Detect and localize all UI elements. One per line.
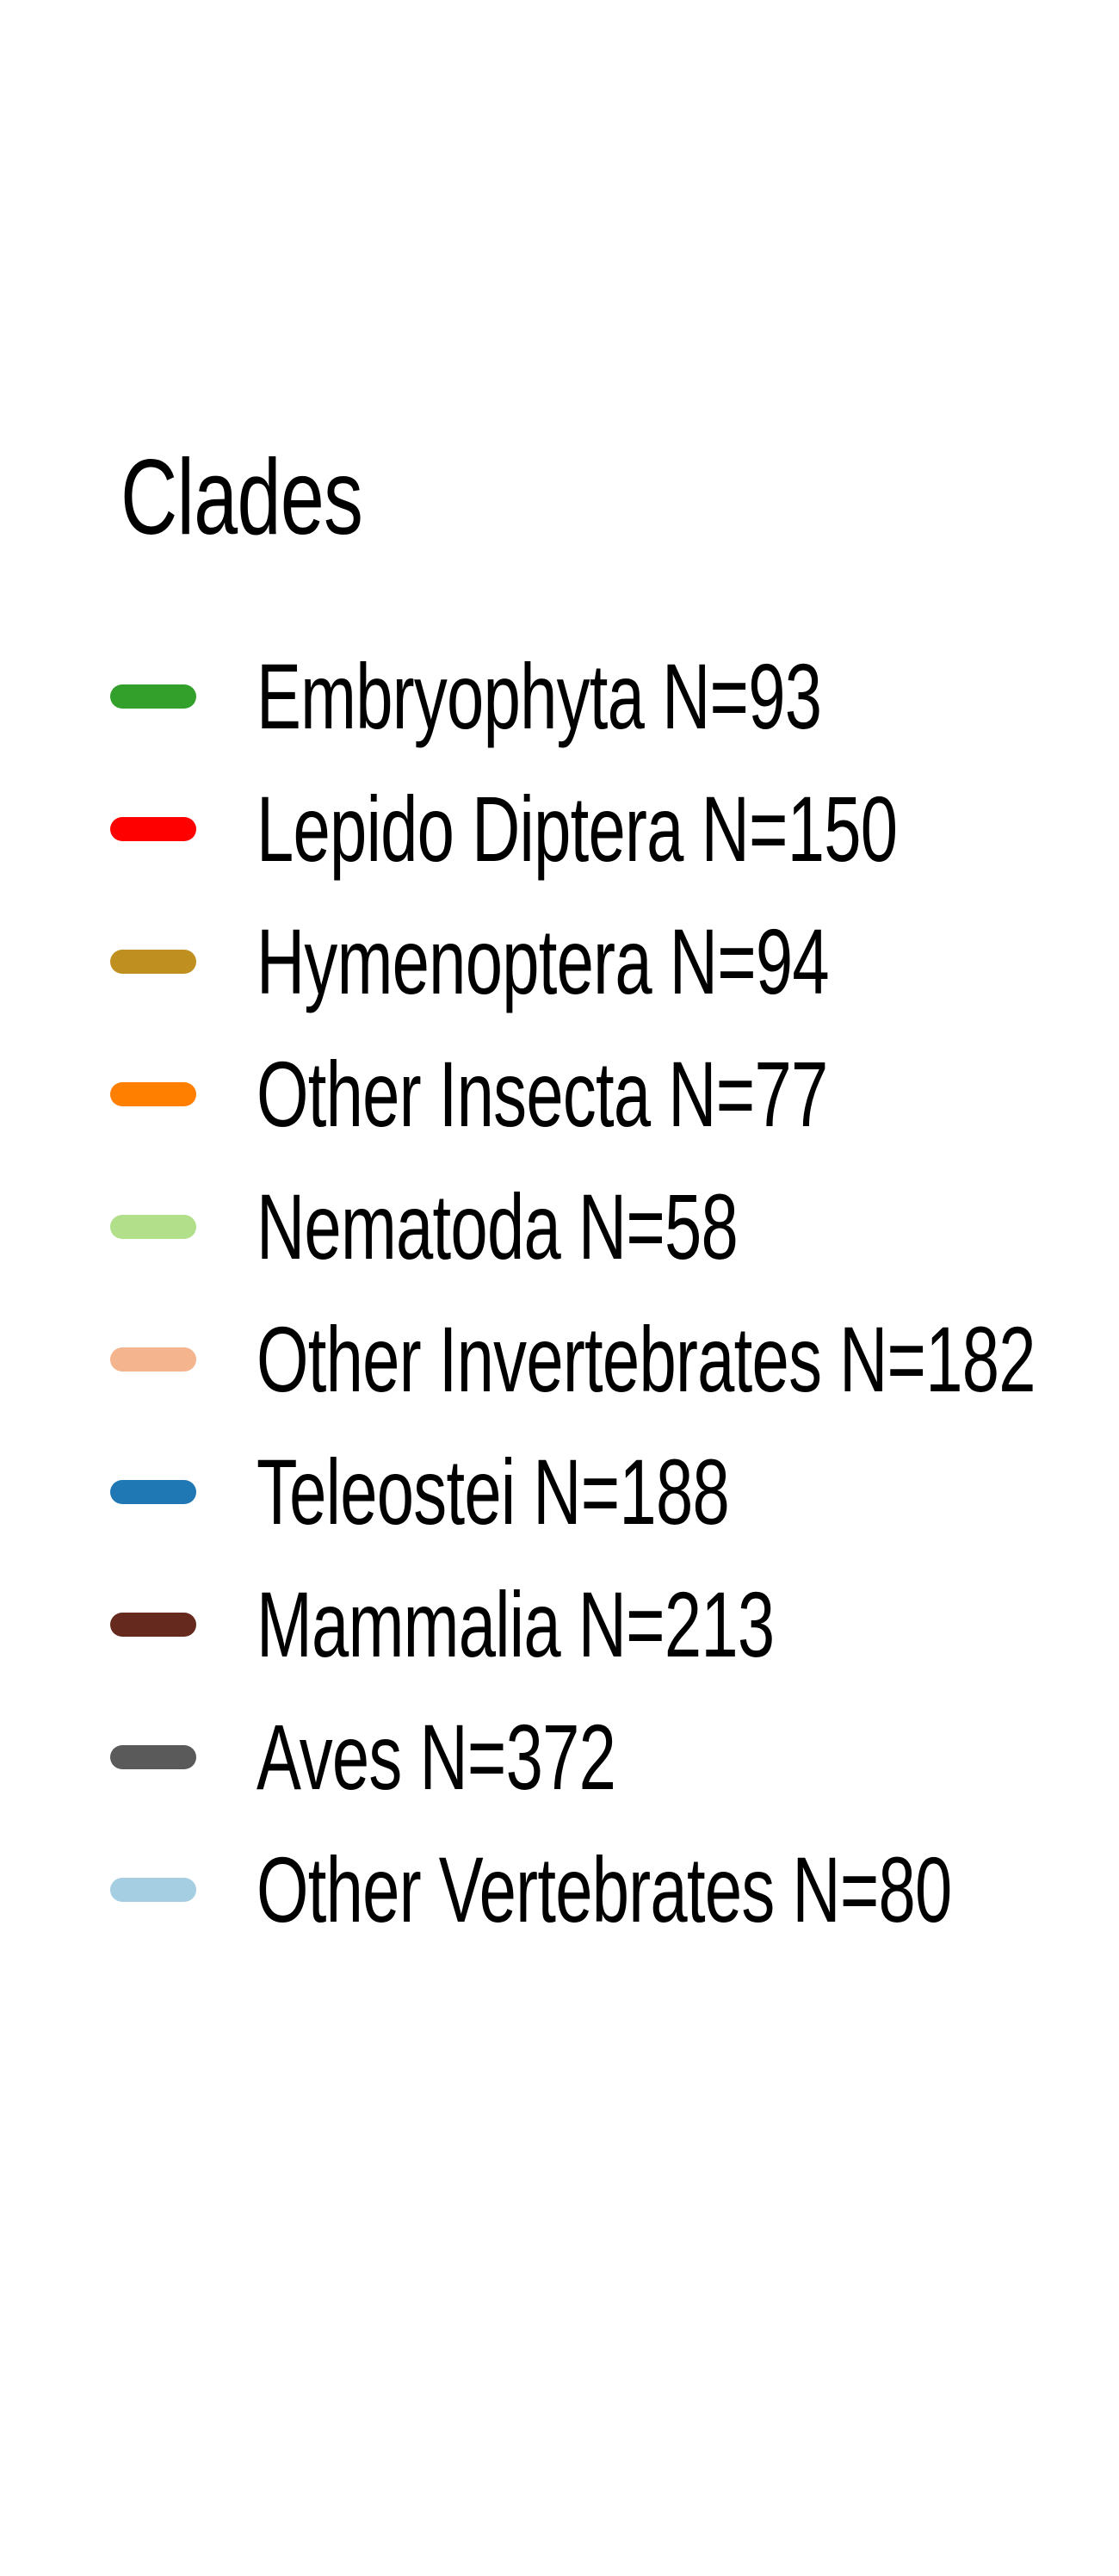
legend-label: Teleostei N=188 (257, 1440, 730, 1544)
legend-item: Nematoda N=58 (0, 1172, 1119, 1279)
legend-swatch (110, 1215, 196, 1239)
legend-swatch (110, 684, 196, 709)
legend-swatch (110, 950, 196, 974)
legend-swatch (110, 817, 196, 841)
legend-swatch (110, 1745, 196, 1769)
legend-label: Other Invertebrates N=182 (257, 1307, 1036, 1411)
legend-swatch (110, 1347, 196, 1372)
legend-swatch (110, 1878, 196, 1902)
legend-label: Aves N=372 (257, 1705, 616, 1809)
legend-title: Clades (121, 438, 363, 557)
legend-swatch (110, 1082, 196, 1106)
legend-swatch (110, 1613, 196, 1637)
legend-label: Other Insecta N=77 (257, 1042, 828, 1146)
legend-label: Nematoda N=58 (257, 1174, 739, 1279)
legend-label: Lepido Diptera N=150 (257, 777, 898, 881)
legend-swatch (110, 1480, 196, 1504)
legend-item: Other Invertebrates N=182 (0, 1304, 1119, 1411)
legend-label: Hymenoptera N=94 (257, 909, 830, 1013)
legend-label: Embryophyta N=93 (257, 644, 822, 748)
legend-item: Lepido Diptera N=150 (0, 774, 1119, 881)
legend-label: Mammalia N=213 (257, 1572, 775, 1676)
legend-item: Teleostei N=188 (0, 1437, 1119, 1544)
legend-item: Other Vertebrates N=80 (0, 1835, 1119, 1941)
legend-item: Embryophyta N=93 (0, 641, 1119, 748)
legend-item: Other Insecta N=77 (0, 1039, 1119, 1146)
legend-item: Aves N=372 (0, 1702, 1119, 1809)
legend-item: Hymenoptera N=94 (0, 907, 1119, 1013)
legend-label: Other Vertebrates N=80 (257, 1837, 952, 1941)
legend-item: Mammalia N=213 (0, 1570, 1119, 1676)
